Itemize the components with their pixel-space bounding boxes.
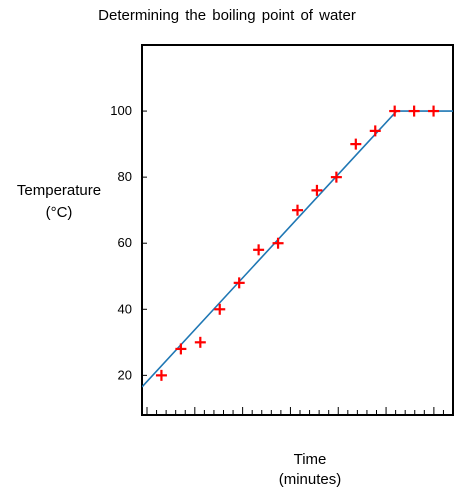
plot-area-frame: [141, 44, 454, 416]
x-axis-label-line1: Time: [293, 451, 327, 468]
y-axis-label: Temperature (°C): [4, 180, 114, 224]
data-point: [233, 277, 245, 289]
y-axis-label-line2: (°C): [45, 204, 73, 221]
y-tick-label: 20: [118, 367, 132, 382]
y-axis-label-line1: Temperature: [16, 182, 102, 199]
data-point: [253, 244, 265, 256]
data-point: [292, 204, 303, 216]
data-point: [272, 237, 284, 249]
data-point: [214, 303, 226, 315]
data-point: [175, 343, 187, 355]
data-point: [330, 171, 342, 183]
data-point: [389, 105, 401, 117]
y-tick-label: 80: [118, 169, 132, 184]
data-point: [369, 125, 381, 137]
data-point: [155, 369, 167, 381]
data-point: [311, 184, 323, 196]
y-tick-label: 60: [118, 235, 132, 250]
x-axis-label: Time (minutes): [250, 450, 370, 490]
data-point: [194, 336, 206, 348]
y-tick-label: 100: [110, 103, 132, 118]
data-point: [350, 138, 362, 150]
data-point: [428, 105, 440, 117]
data-point: [408, 105, 420, 117]
x-axis-label-line2: (minutes): [278, 471, 342, 488]
chart-title: Determining the boiling point of water: [98, 7, 356, 24]
trend-line: [142, 110, 453, 388]
y-tick-label: 40: [118, 301, 132, 316]
